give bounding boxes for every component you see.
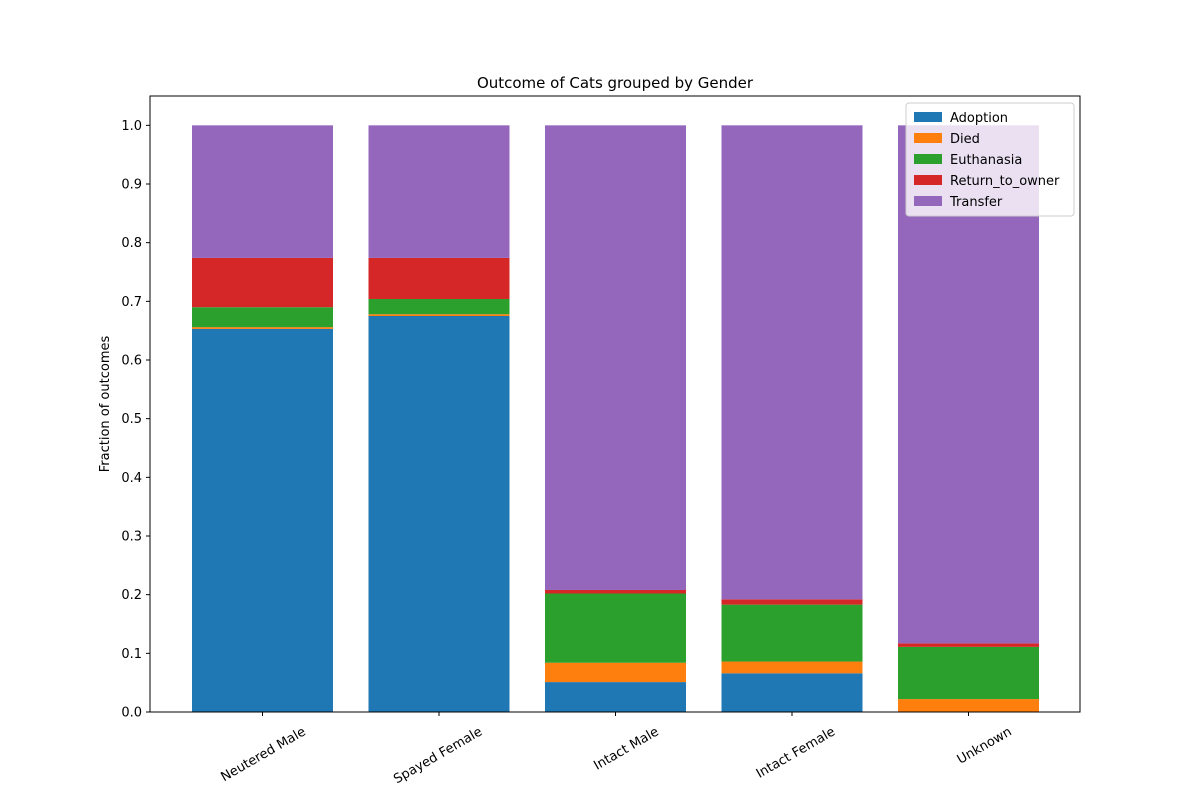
bar-transfer-intact-male bbox=[545, 125, 686, 590]
bar-euthanasia-neutered-male bbox=[192, 307, 333, 328]
bars-layer bbox=[192, 125, 1039, 712]
bar-euthanasia-spayed-female bbox=[368, 298, 510, 315]
y-tick-label: 0.5 bbox=[121, 412, 142, 427]
legend-label: Adoption bbox=[950, 111, 1008, 126]
bar-died-neutered-male bbox=[192, 327, 333, 329]
bar-return-to-owner-unknown bbox=[898, 643, 1039, 647]
bar-adoption-spayed-female bbox=[368, 316, 510, 712]
y-tick-label: 0.1 bbox=[121, 647, 142, 662]
legend-swatch bbox=[914, 175, 942, 185]
legend-swatch bbox=[914, 133, 942, 143]
y-tick-label: 0.7 bbox=[121, 295, 142, 310]
legend-swatch bbox=[914, 154, 942, 164]
bar-died-intact-male bbox=[545, 662, 686, 683]
bar-return-to-owner-intact-male bbox=[545, 589, 686, 594]
legend-label: Died bbox=[950, 132, 980, 147]
legend-box bbox=[905, 102, 1075, 217]
y-tick-label: 0.4 bbox=[121, 471, 142, 486]
y-tick-label: 0.0 bbox=[121, 706, 142, 721]
bar-return-to-owner-spayed-female bbox=[368, 257, 510, 299]
bar-transfer-spayed-female bbox=[368, 125, 510, 258]
bar-transfer-intact-female bbox=[721, 125, 863, 600]
bar-return-to-owner-neutered-male bbox=[192, 257, 333, 308]
bar-adoption-neutered-male bbox=[192, 328, 333, 712]
bar-euthanasia-intact-female bbox=[721, 604, 863, 662]
bar-adoption-intact-female bbox=[721, 673, 863, 712]
legend-label: Euthanasia bbox=[950, 153, 1022, 168]
chart-title: Outcome of Cats grouped by Gender bbox=[477, 74, 754, 92]
y-axis-label: Fraction of outcomes bbox=[98, 336, 113, 473]
legend-label: Transfer bbox=[949, 195, 1003, 210]
y-tick-label: 0.9 bbox=[121, 178, 142, 193]
bar-return-to-owner-intact-female bbox=[721, 599, 863, 605]
legend-label: Return_to_owner bbox=[950, 174, 1060, 189]
y-axis: 0.0 0.1 0.2 0.3 0.4 0.5 0.6 0.7 0.8 0.9 1.0 bbox=[121, 119, 150, 721]
bar-died-intact-female bbox=[721, 661, 863, 674]
y-tick-label: 0.8 bbox=[121, 236, 142, 251]
legend-swatch bbox=[914, 112, 942, 122]
y-tick-label: 0.3 bbox=[121, 530, 142, 545]
y-tick-label: 1.0 bbox=[121, 119, 142, 134]
y-tick-label: 0.2 bbox=[121, 588, 142, 603]
bar-transfer-neutered-male bbox=[192, 125, 333, 258]
bar-died-unknown bbox=[898, 699, 1039, 712]
bar-euthanasia-intact-male bbox=[545, 593, 686, 663]
bar-died-spayed-female bbox=[368, 314, 510, 316]
bar-euthanasia-unknown bbox=[898, 646, 1039, 700]
legend: Adoption Died Euthanasia Return_to_owner Tra… bbox=[905, 102, 1075, 217]
y-tick-label: 0.6 bbox=[121, 354, 142, 369]
bar-adoption-intact-male bbox=[545, 682, 686, 712]
legend-swatch bbox=[914, 196, 942, 206]
